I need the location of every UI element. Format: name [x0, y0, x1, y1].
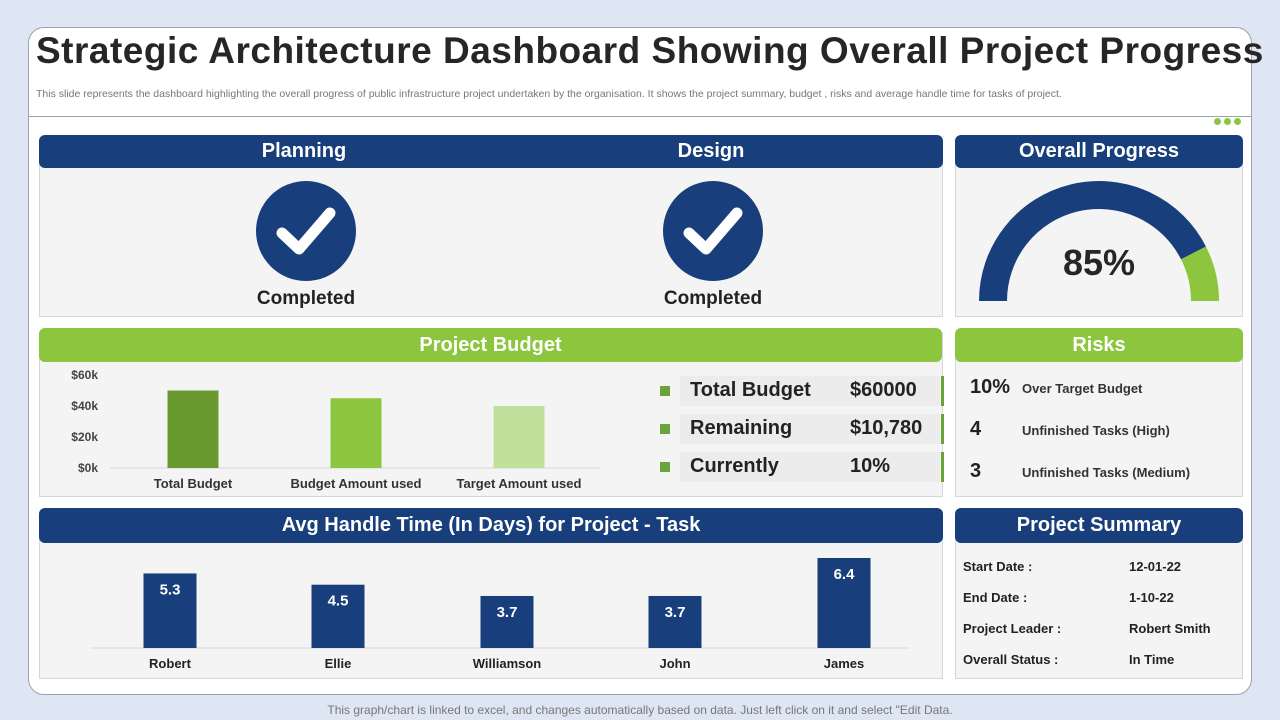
budget-header: Project Budget: [39, 328, 942, 362]
y-tick-label: $60k: [71, 368, 98, 382]
summary-row: Project Leader : Robert Smith: [963, 621, 1211, 636]
title-divider: [29, 116, 1251, 117]
y-tick-label: $20k: [71, 430, 98, 444]
handle-time-bar-chart: 5.3 Robert 4.5 Ellie 3.7 Williamson 3.7 John 6.4…: [90, 558, 910, 671]
progress-header: Overall Progress: [955, 135, 1243, 168]
x-category-label: James: [824, 656, 864, 671]
x-category-label: Robert: [149, 656, 192, 671]
budget-bar-chart: $60k $40k $20k $0k Total Budget Budget Amount…: [71, 368, 600, 491]
summary-row: End Date :1-10-22: [963, 590, 1174, 605]
phases-panel: [39, 140, 943, 317]
x-category-label: Target Amount used: [457, 476, 582, 491]
handle-time-bar: [817, 558, 871, 648]
bar-data-label: 3.7: [497, 604, 518, 621]
summary-header: Project Summary: [955, 508, 1243, 543]
progress-value: 85%: [1062, 242, 1136, 283]
y-tick-label: $40k: [71, 399, 98, 413]
phase-design-title: Design: [677, 140, 745, 162]
legend-square-icon: [660, 424, 670, 434]
x-category-label: John: [659, 656, 690, 671]
budget-bar: [493, 406, 545, 468]
bar-data-label: 3.7: [665, 604, 686, 621]
budget-item: Currently 10%: [660, 452, 944, 482]
decorative-dots-icon: [1214, 112, 1244, 130]
checkmark-icon: [256, 181, 356, 281]
page-title: Strategic Architecture Dashboard Showing…: [36, 30, 1264, 71]
legend-square-icon: [660, 462, 670, 472]
x-category-label: Williamson: [473, 656, 542, 671]
phase-design-status: Completed: [663, 288, 763, 309]
budget-bar: [330, 398, 382, 468]
budget-item: Remaining $10,780: [660, 414, 944, 444]
phases-header: [39, 135, 943, 168]
budget-item: Total Budget $60000: [660, 376, 944, 406]
x-category-label: Ellie: [325, 656, 352, 671]
x-category-label: Budget Amount used: [291, 476, 422, 491]
handle-time-bar: [143, 573, 197, 648]
handle-time-bar: [648, 595, 702, 648]
phase-planning-status: Completed: [256, 288, 356, 309]
summary-row: Overall Status : In Time: [963, 652, 1175, 667]
gauge-progress-arc: [979, 181, 1206, 302]
bar-data-label: 4.5: [328, 593, 349, 610]
page-subtitle: This slide represents the dashboard high…: [36, 88, 1062, 100]
footer-note: This graph/chart is linked to excel, and…: [327, 703, 953, 717]
phase-planning-title: Planning: [261, 140, 347, 162]
x-category-label: Total Budget: [154, 476, 233, 491]
handle-time-bar: [480, 595, 534, 648]
budget-bar: [167, 390, 219, 468]
checkmark-icon: [663, 181, 763, 281]
risks-header: Risks: [955, 328, 1243, 362]
summary-row: Start Date :12-01-22: [963, 559, 1182, 574]
handle-time-bar: [311, 584, 365, 648]
y-tick-label: $0k: [78, 461, 98, 475]
progress-gauge: [979, 181, 1219, 302]
legend-square-icon: [660, 386, 670, 396]
bar-data-label: 5.3: [160, 581, 181, 598]
gauge-remaining-arc: [1180, 246, 1219, 302]
bar-data-label: 6.4: [834, 566, 856, 583]
handle-time-header: Avg Handle Time (In Days) for Project - …: [39, 508, 943, 543]
